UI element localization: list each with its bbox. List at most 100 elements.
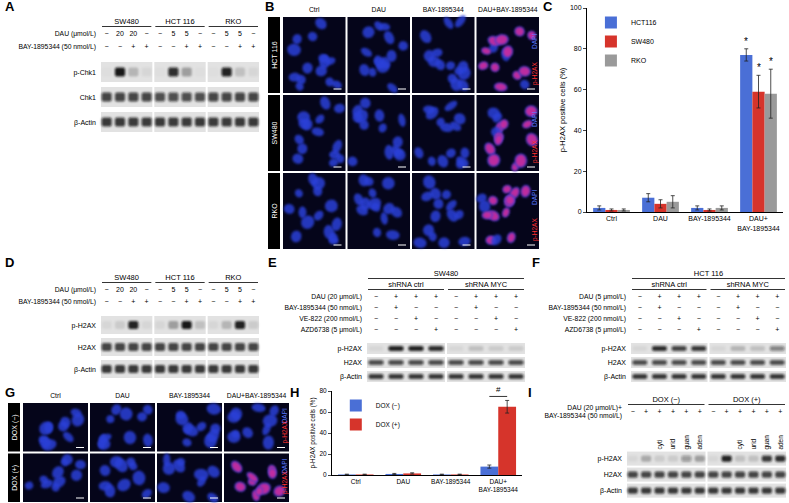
svg-text:−: −: [198, 30, 202, 37]
svg-text:+: +: [644, 408, 648, 415]
svg-text:+: +: [414, 315, 418, 322]
svg-text:β-Actin: β-Actin: [600, 487, 622, 495]
svg-text:−: −: [251, 30, 255, 37]
svg-text:BAY-1895344: BAY-1895344: [169, 392, 210, 399]
svg-text:+: +: [131, 298, 135, 305]
svg-text:H: H: [290, 385, 299, 400]
svg-text:H2AX: H2AX: [604, 471, 623, 478]
svg-text:+: +: [657, 408, 661, 415]
svg-text:−: −: [638, 293, 642, 300]
svg-text:DAPI: DAPI: [531, 190, 538, 205]
svg-text:20: 20: [574, 168, 582, 175]
svg-text:−: −: [158, 43, 162, 50]
svg-text:+: +: [756, 293, 760, 300]
svg-text:−: −: [434, 304, 438, 311]
svg-text:−: −: [697, 304, 701, 311]
svg-text:+: +: [185, 43, 189, 50]
svg-text:*: *: [744, 36, 748, 47]
svg-text:+: +: [434, 326, 438, 333]
svg-text:β-Actin: β-Actin: [74, 119, 96, 127]
svg-text:DAPI: DAPI: [281, 408, 288, 423]
svg-text:urid: urid: [750, 438, 757, 449]
svg-text:−: −: [105, 30, 109, 37]
svg-text:β-Actin: β-Actin: [74, 366, 96, 374]
svg-text:20: 20: [116, 286, 124, 293]
svg-text:−: −: [374, 315, 378, 322]
svg-text:BAY-1895344: BAY-1895344: [688, 215, 731, 222]
svg-text:+: +: [494, 315, 498, 322]
svg-text:+: +: [514, 326, 518, 333]
svg-text:aden: aden: [696, 435, 703, 450]
svg-text:HCT116: HCT116: [631, 19, 657, 26]
svg-text:−: −: [716, 293, 720, 300]
svg-text:−: −: [211, 298, 215, 305]
svg-text:5: 5: [171, 286, 175, 293]
svg-text:HCT 116: HCT 116: [165, 17, 194, 26]
svg-text:−: −: [454, 315, 458, 322]
svg-text:DAU+BAY-1895344: DAU+BAY-1895344: [479, 478, 519, 493]
svg-text:−: −: [716, 304, 720, 311]
svg-text:H2AX: H2AX: [78, 344, 97, 351]
svg-text:−: −: [657, 326, 661, 333]
svg-text:−: −: [394, 315, 398, 322]
svg-text:+: +: [698, 408, 702, 415]
svg-text:guan: guan: [763, 435, 771, 450]
svg-text:+: +: [657, 293, 661, 300]
svg-text:RKO: RKO: [631, 57, 647, 64]
svg-text:DAU (20 μmol/L)+: DAU (20 μmol/L)+: [567, 404, 622, 412]
svg-text:−: −: [225, 43, 229, 50]
svg-text:cyti: cyti: [656, 440, 664, 450]
svg-text:−: −: [454, 293, 458, 300]
svg-text:BAY-1895344: BAY-1895344: [431, 478, 471, 485]
svg-text:+: +: [677, 315, 681, 322]
svg-text:−: −: [474, 315, 478, 322]
svg-text:I: I: [528, 385, 532, 400]
svg-text:0: 0: [323, 471, 327, 478]
svg-text:#: #: [496, 386, 501, 394]
svg-text:SW480: SW480: [271, 121, 278, 144]
svg-text:−: −: [494, 326, 498, 333]
svg-text:+: +: [765, 408, 769, 415]
svg-text:p-H2AX: p-H2AX: [281, 471, 289, 494]
svg-text:+: +: [751, 408, 755, 415]
svg-text:−: −: [454, 326, 458, 333]
svg-text:−: −: [514, 304, 518, 311]
svg-text:*: *: [757, 62, 761, 73]
svg-text:+: +: [434, 293, 438, 300]
svg-text:VE-822 (200 nmol/L): VE-822 (200 nmol/L): [299, 315, 362, 323]
svg-text:DAPI: DAPI: [281, 459, 288, 474]
svg-text:BAY-1895344: BAY-1895344: [423, 6, 464, 13]
svg-text:+: +: [394, 304, 398, 311]
svg-text:DAU: DAU: [396, 478, 410, 485]
svg-text:+: +: [131, 43, 135, 50]
svg-text:F: F: [532, 255, 540, 270]
svg-text:+: +: [725, 408, 729, 415]
svg-text:5: 5: [185, 286, 189, 293]
svg-text:+: +: [145, 298, 149, 305]
svg-text:100: 100: [570, 4, 582, 11]
svg-text:+: +: [778, 408, 782, 415]
svg-text:+: +: [145, 43, 149, 50]
svg-text:+: +: [697, 293, 701, 300]
svg-text:cyti: cyti: [736, 440, 744, 450]
svg-text:5: 5: [171, 30, 175, 37]
svg-text:−: −: [158, 286, 162, 293]
svg-text:−: −: [374, 326, 378, 333]
svg-text:−: −: [145, 286, 149, 293]
svg-text:DAU+BAY-1895344: DAU+BAY-1895344: [227, 392, 287, 399]
svg-text:BAY-1895344 (50 nmol/L): BAY-1895344 (50 nmol/L): [19, 43, 96, 51]
svg-text:−: −: [514, 315, 518, 322]
svg-text:+: +: [251, 298, 255, 305]
svg-text:+: +: [671, 408, 675, 415]
svg-text:HCT 116: HCT 116: [694, 269, 723, 278]
svg-text:BAY-1895344 (50 nmol/L): BAY-1895344 (50 nmol/L): [285, 304, 362, 312]
svg-text:C: C: [543, 0, 553, 14]
svg-text:DOX (−): DOX (−): [652, 395, 680, 404]
svg-text:−: −: [158, 298, 162, 305]
svg-text:B: B: [265, 0, 274, 14]
svg-text:−: −: [374, 293, 378, 300]
svg-text:+: +: [775, 326, 779, 333]
svg-text:−: −: [494, 304, 498, 311]
svg-text:p-H2AX: p-H2AX: [531, 140, 539, 163]
svg-text:−: −: [638, 326, 642, 333]
